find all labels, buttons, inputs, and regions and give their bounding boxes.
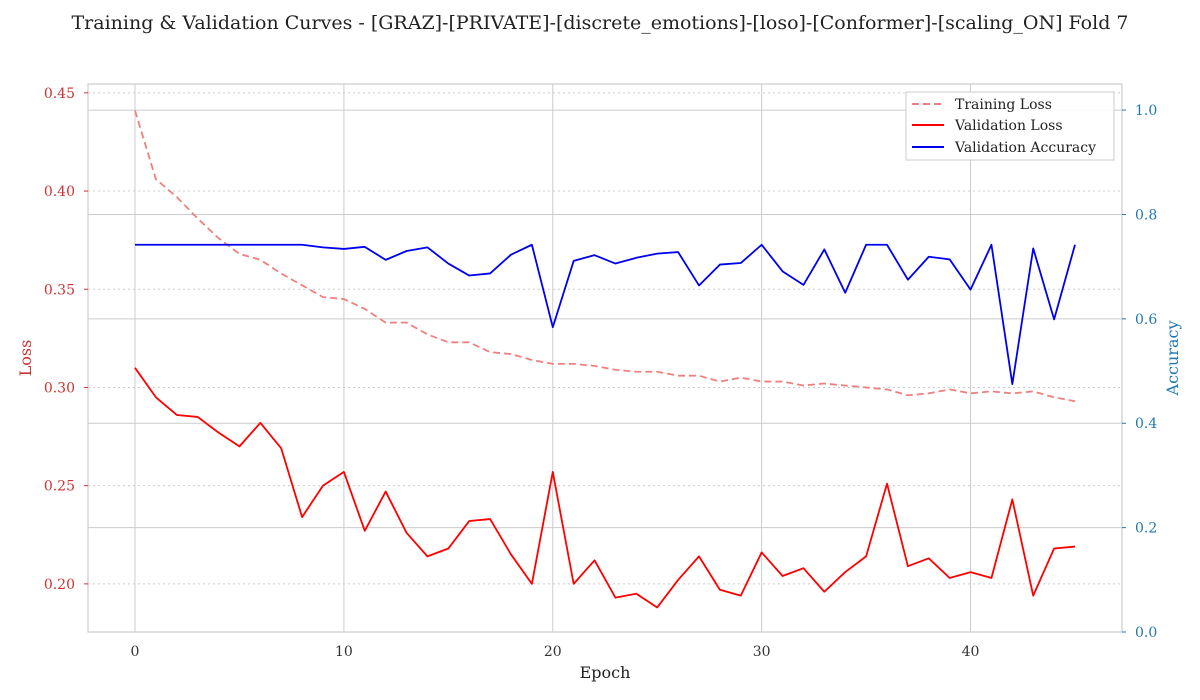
plot-lines	[134, 110, 1076, 609]
x-axis-ticks: 0 10 20 30 40	[131, 644, 980, 660]
grid	[88, 84, 1122, 632]
x-tick-label: 10	[335, 644, 353, 660]
legend-label-validation-accuracy: Validation Accuracy	[954, 140, 1096, 156]
y-left-tick-label: 0.45	[44, 86, 75, 102]
x-tick-label: 30	[753, 644, 771, 660]
x-axis-label: Epoch	[580, 663, 631, 682]
y-right-tick-label: 1.0	[1135, 103, 1157, 119]
y-left-tick-label: 0.25	[44, 479, 75, 495]
x-tick-label: 40	[962, 644, 980, 660]
y-axis-left-label: Loss	[16, 340, 35, 377]
legend: Training Loss Validation Loss Validation…	[905, 91, 1115, 161]
series-line-training-loss	[134, 110, 1076, 403]
y-right-tick-label: 0.4	[1135, 416, 1157, 432]
y-left-tick-label: 0.20	[44, 577, 75, 593]
y-right-tick-label: 0.6	[1135, 312, 1157, 328]
y-left-tick-label: 0.35	[44, 282, 75, 298]
chart-title: Training & Validation Curves - [GRAZ]-[P…	[72, 12, 1129, 34]
y-right-tick-label: 0.0	[1135, 625, 1157, 641]
series-line-validation-accuracy	[135, 243, 1076, 386]
x-tick-label: 20	[544, 644, 562, 660]
y-axis-left-ticks: 0.20 0.25 0.30 0.35 0.40 0.45	[44, 86, 88, 593]
y-axis-right-ticks: 0.0 0.2 0.4 0.6 0.8 1.0	[1122, 103, 1157, 641]
x-tick-label: 0	[131, 644, 140, 660]
y-left-tick-label: 0.40	[44, 184, 75, 200]
y-right-tick-label: 0.2	[1135, 521, 1157, 537]
y-left-tick-label: 0.30	[44, 380, 75, 396]
legend-label-validation-loss: Validation Loss	[954, 118, 1063, 134]
legend-label-training-loss: Training Loss	[955, 97, 1052, 113]
plot-frame	[87, 83, 1123, 633]
series-line-validation-loss	[134, 367, 1076, 609]
y-axis-right-label: Accuracy	[1163, 321, 1182, 397]
y-right-tick-label: 0.8	[1135, 207, 1157, 223]
